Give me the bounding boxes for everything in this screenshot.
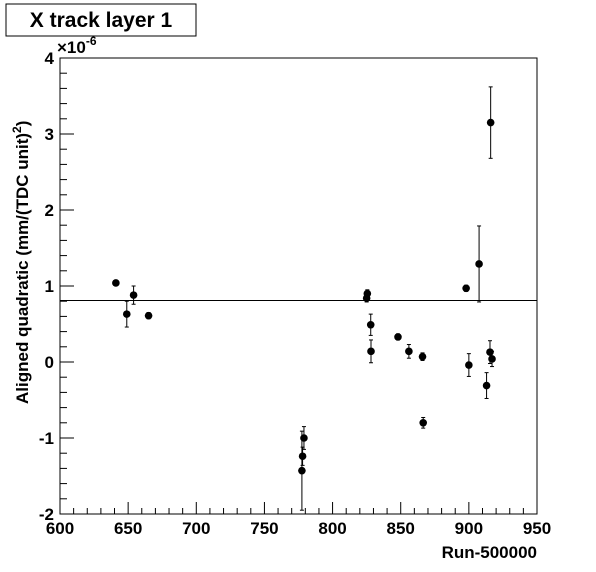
data-point (129, 291, 138, 299)
data-point (298, 466, 306, 475)
data-point (475, 260, 483, 268)
chart-title: X track layer 1 (30, 9, 173, 32)
data-point (462, 284, 470, 293)
y-label-sup: 2 (10, 126, 24, 133)
data-point (366, 320, 375, 329)
data-point (418, 352, 427, 361)
data-point (363, 289, 372, 298)
y-tick-label: 2 (45, 201, 54, 220)
data-point (405, 347, 413, 356)
y-label-main: Aligned quadratic (mm/(TDC unit) (13, 133, 32, 404)
y-tick-label: 1 (45, 277, 54, 296)
x-tick-label: 800 (318, 519, 346, 538)
y-tick-label: 3 (45, 125, 54, 144)
x-tick-label: 850 (387, 519, 415, 538)
data-point (300, 434, 308, 442)
data-point (419, 419, 428, 427)
data-point (367, 347, 375, 356)
x-tick-label: 650 (114, 519, 142, 538)
data-point (486, 118, 495, 127)
data-point (482, 381, 491, 390)
data-point (394, 333, 402, 341)
x-tick-label: 950 (523, 519, 551, 538)
y-axis-label: Aligned quadratic (mm/(TDC unit)2) (10, 121, 32, 404)
x-tick-label: 600 (46, 519, 74, 538)
data-point (488, 355, 496, 363)
data-point (465, 361, 473, 369)
x-axis-label: Run-500000 (442, 543, 537, 562)
data-point (144, 311, 153, 320)
y-label-end: ) (13, 121, 32, 127)
data-point (298, 452, 307, 461)
exponent-base: ×10 (57, 38, 86, 57)
x-tick-label: 900 (455, 519, 483, 538)
title-box (5, 3, 197, 37)
axis-exponent: ×10-6 (57, 34, 97, 57)
data-point (112, 279, 120, 287)
y-tick-label: 0 (45, 353, 54, 372)
data-point (122, 310, 131, 318)
exponent-power: -6 (86, 34, 97, 48)
x-tick-label: 750 (250, 519, 278, 538)
data-point (486, 348, 494, 356)
y-tick-label: 4 (45, 49, 55, 68)
x-tick-label: 700 (182, 519, 210, 538)
y-tick-label: -2 (39, 505, 54, 524)
y-tick-label: -1 (39, 429, 54, 448)
